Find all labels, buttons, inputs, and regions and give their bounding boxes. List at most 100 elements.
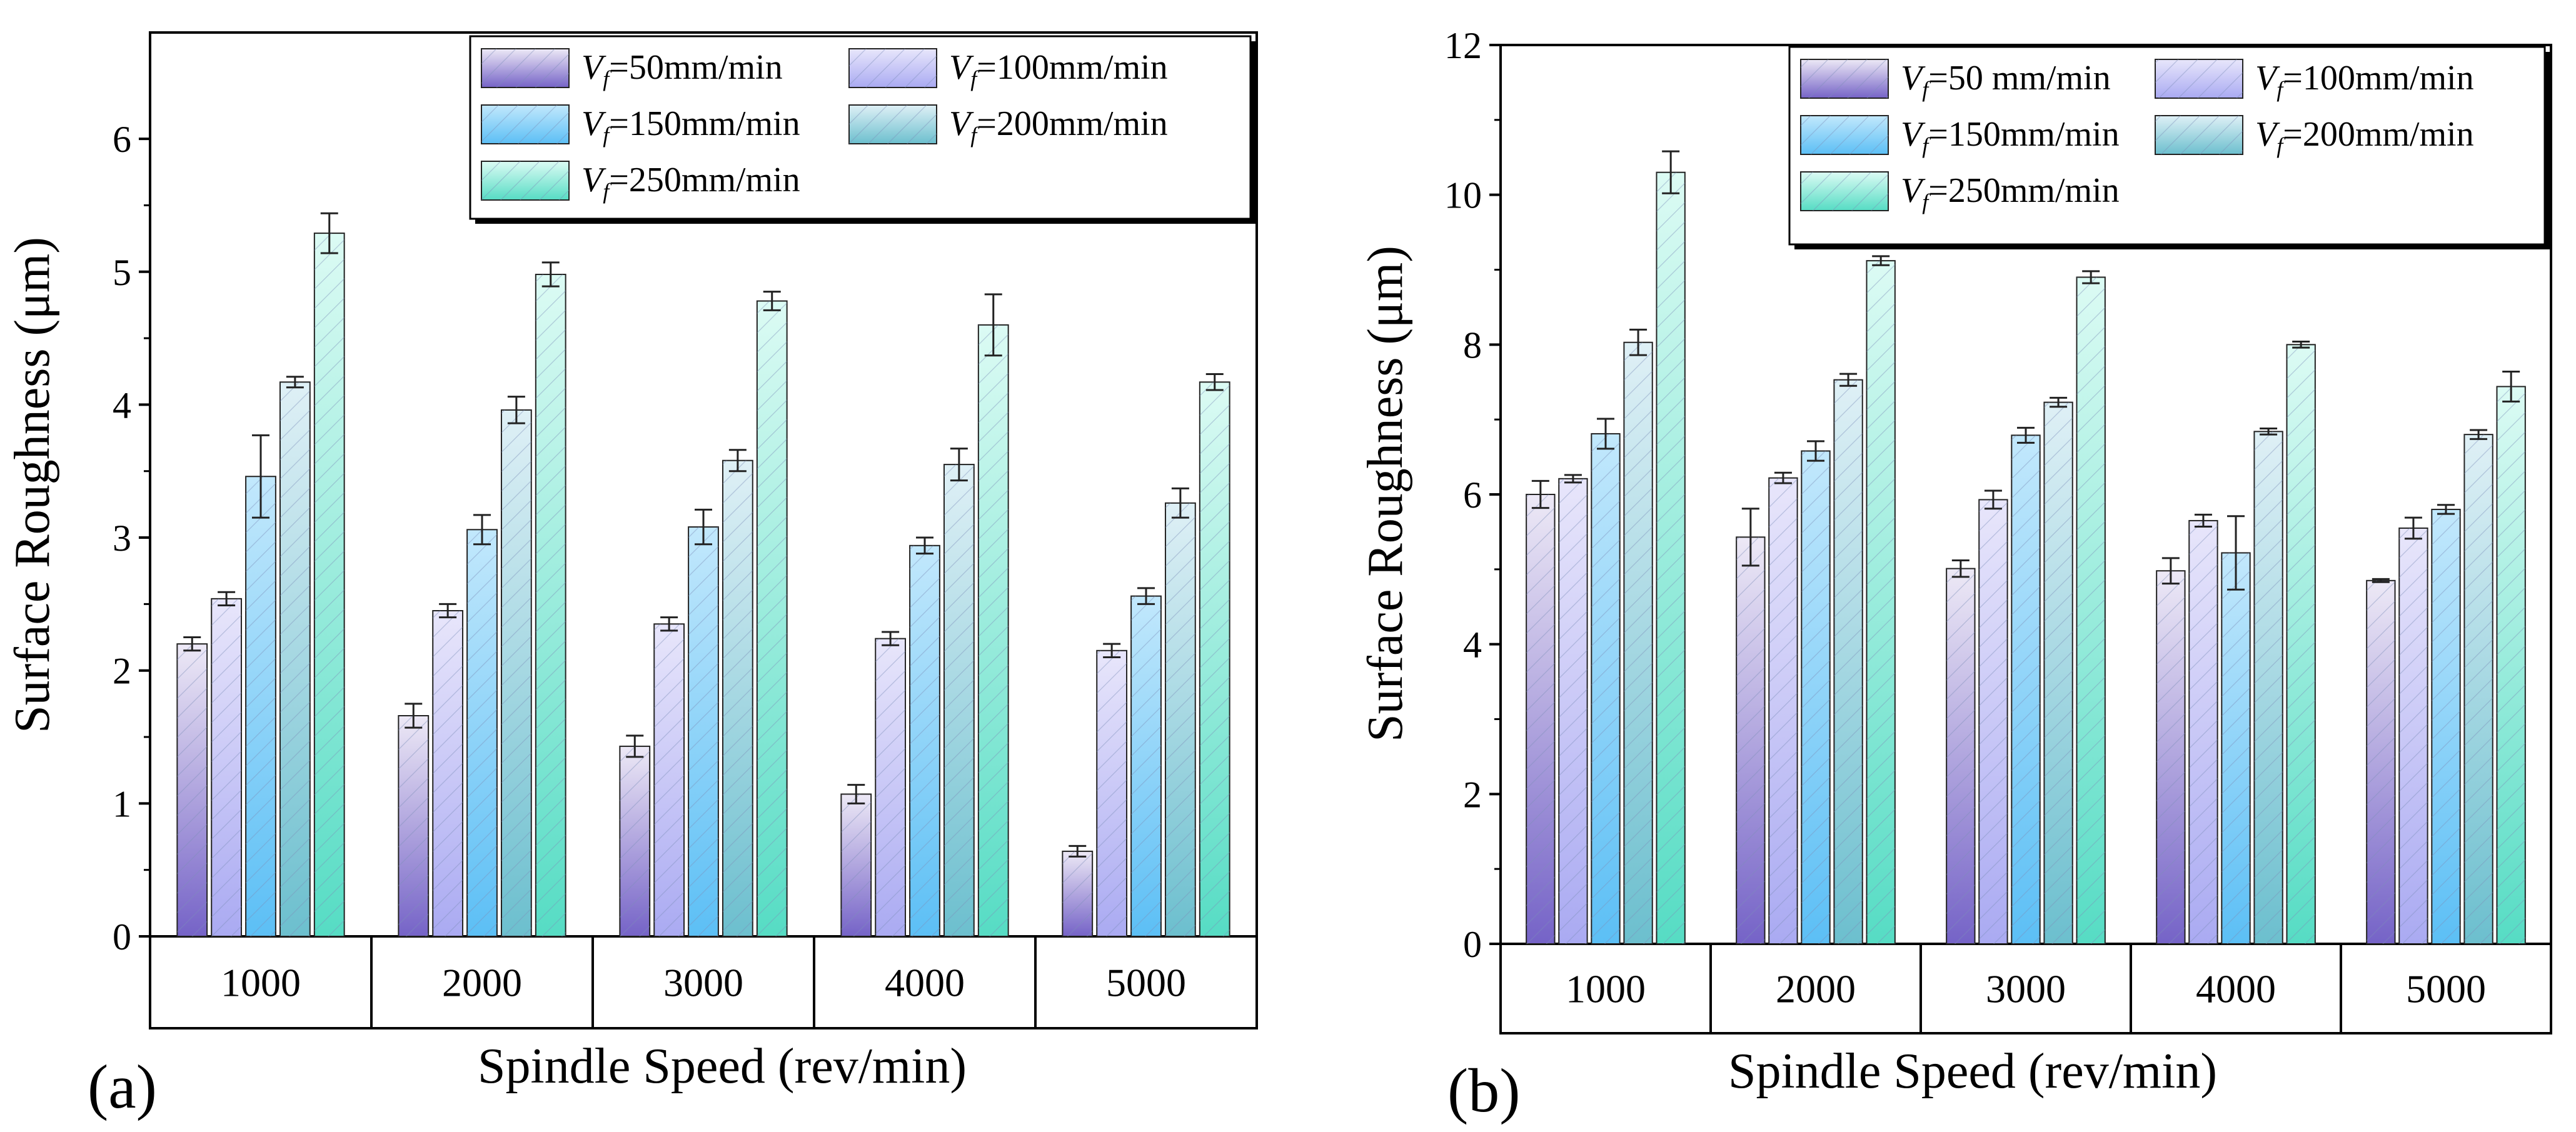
panel-label: (b) bbox=[1447, 1056, 1521, 1125]
legend-swatch-hatch bbox=[1801, 116, 1888, 154]
legend-swatch-hatch bbox=[1801, 172, 1888, 211]
y-tick-label: 4 bbox=[1463, 624, 1482, 666]
bar-hatch bbox=[535, 274, 566, 937]
bar-hatch bbox=[314, 233, 345, 936]
bar-hatch bbox=[841, 794, 872, 936]
x-tick-label: 5000 bbox=[2406, 967, 2486, 1011]
panel-label: (a) bbox=[88, 1052, 157, 1121]
legend-swatch-hatch bbox=[481, 105, 569, 144]
x-tick-label: 4000 bbox=[885, 961, 965, 1005]
bar-hatch bbox=[1866, 261, 1895, 944]
panel-b: 1000 2000 3000 4000 5000 0 2 4 6 8 10 12 Vf=50 mm/mi… bbox=[1358, 25, 2552, 1125]
bar-hatch bbox=[1769, 478, 1798, 944]
x-tick-label: 1000 bbox=[1566, 967, 1646, 1011]
y-tick-label: 2 bbox=[1463, 774, 1482, 815]
panel-a: 1000 2000 3000 4000 5000 0 1 2 3 4 5 6 Vf=50mm/min Vf… bbox=[5, 31, 1258, 1121]
bar-hatch bbox=[398, 716, 429, 936]
y-tick-label: 6 bbox=[113, 119, 131, 160]
y-tick-label: 5 bbox=[113, 252, 131, 293]
x-tick-label: 1000 bbox=[221, 961, 301, 1005]
bar-hatch bbox=[1656, 172, 1685, 944]
bar-hatch bbox=[467, 529, 497, 936]
x-tick-label: 4000 bbox=[2196, 967, 2276, 1011]
bar-hatch bbox=[875, 638, 906, 936]
legend-label: Vf=50mm/min bbox=[581, 48, 783, 91]
bar-hatch bbox=[757, 301, 787, 936]
x-tick-label: 2000 bbox=[1776, 967, 1856, 1011]
bar-hatch bbox=[1131, 596, 1161, 936]
y-tick-label: 0 bbox=[1463, 924, 1482, 965]
bar-hatch bbox=[2189, 520, 2218, 944]
bar-hatch bbox=[1834, 379, 1863, 944]
legend-swatch-hatch bbox=[1801, 59, 1888, 98]
bar-hatch bbox=[688, 527, 718, 936]
bar-hatch bbox=[2399, 528, 2428, 944]
legend-swatch-hatch bbox=[2155, 59, 2243, 98]
bar-hatch bbox=[978, 324, 1009, 936]
bar-hatch bbox=[1062, 851, 1093, 936]
y-axis-title: Surface Roughness (μm) bbox=[1358, 246, 1413, 742]
bar-hatch bbox=[1979, 499, 2008, 944]
legend-swatch-hatch bbox=[481, 49, 569, 88]
y-tick-label: 10 bbox=[1444, 175, 1482, 216]
bar-hatch bbox=[2464, 434, 2493, 944]
y-tick-label: 2 bbox=[113, 651, 131, 692]
bar-hatch bbox=[501, 409, 531, 936]
bar-hatch bbox=[1526, 494, 1555, 944]
y-tick-label: 1 bbox=[113, 783, 131, 824]
bar-hatch bbox=[2254, 431, 2283, 944]
legend-label: Vf=100mm/min bbox=[2255, 59, 2474, 102]
y-tick-label: 8 bbox=[1463, 324, 1482, 366]
legend-swatch-hatch bbox=[849, 49, 937, 88]
bar-hatch bbox=[1559, 478, 1587, 944]
bar-hatch bbox=[2011, 435, 2040, 944]
bar-hatch bbox=[246, 476, 276, 936]
x-axis-title: Spindle Speed (rev/min) bbox=[478, 1039, 967, 1094]
x-tick-label: 2000 bbox=[442, 961, 522, 1005]
bar-hatch bbox=[1165, 503, 1195, 936]
x-tick-label: 3000 bbox=[1986, 967, 2066, 1011]
legend-label: Vf=200mm/min bbox=[2255, 115, 2474, 158]
bar-hatch bbox=[910, 545, 940, 936]
y-tick-label: 12 bbox=[1444, 25, 1482, 66]
bar-hatch bbox=[211, 598, 242, 936]
bar-hatch bbox=[2367, 580, 2395, 944]
bar-hatch bbox=[2497, 386, 2525, 944]
legend-swatch-hatch bbox=[849, 105, 937, 144]
legend-swatch-hatch bbox=[2155, 116, 2243, 154]
legend-label: Vf=250mm/min bbox=[581, 161, 800, 204]
bar-hatch bbox=[279, 382, 310, 936]
bar-hatch bbox=[1946, 568, 1975, 944]
x-axis-title: Spindle Speed (rev/min) bbox=[1728, 1044, 2217, 1099]
bar-hatch bbox=[722, 460, 753, 936]
bar-hatch bbox=[1591, 433, 1620, 944]
bar-hatch bbox=[1199, 382, 1230, 936]
legend-label: Vf=150mm/min bbox=[1901, 115, 2120, 158]
bar-hatch bbox=[1801, 451, 1830, 944]
legend-label: Vf=150mm/min bbox=[581, 104, 800, 148]
y-tick-label: 3 bbox=[113, 518, 131, 559]
bar-hatch bbox=[2044, 402, 2073, 944]
bar-hatch bbox=[1624, 342, 1653, 944]
y-tick-label: 6 bbox=[1463, 474, 1482, 516]
bar-hatch bbox=[943, 464, 974, 936]
bar-hatch bbox=[2432, 509, 2460, 944]
legend-label: Vf=100mm/min bbox=[949, 48, 1168, 91]
y-tick-label: 4 bbox=[113, 384, 131, 426]
x-tick-label: 3000 bbox=[663, 961, 743, 1005]
y-axis-title: Surface Roughness (μm) bbox=[5, 237, 60, 733]
bar-hatch bbox=[177, 644, 208, 936]
bar-hatch bbox=[2287, 344, 2315, 944]
legend-label: Vf=200mm/min bbox=[949, 104, 1168, 148]
bar-hatch bbox=[1097, 650, 1127, 936]
bar-hatch bbox=[620, 746, 650, 936]
x-tick-label: 5000 bbox=[1106, 961, 1186, 1005]
y-tick-label: 0 bbox=[113, 916, 131, 958]
bar-hatch bbox=[654, 624, 685, 936]
bar-hatch bbox=[433, 611, 463, 936]
legend-label: Vf=50 mm/min bbox=[1901, 59, 2111, 102]
bar-hatch bbox=[2156, 571, 2185, 944]
bar-hatch bbox=[2076, 277, 2105, 944]
legend-label: Vf=250mm/min bbox=[1901, 171, 2120, 214]
